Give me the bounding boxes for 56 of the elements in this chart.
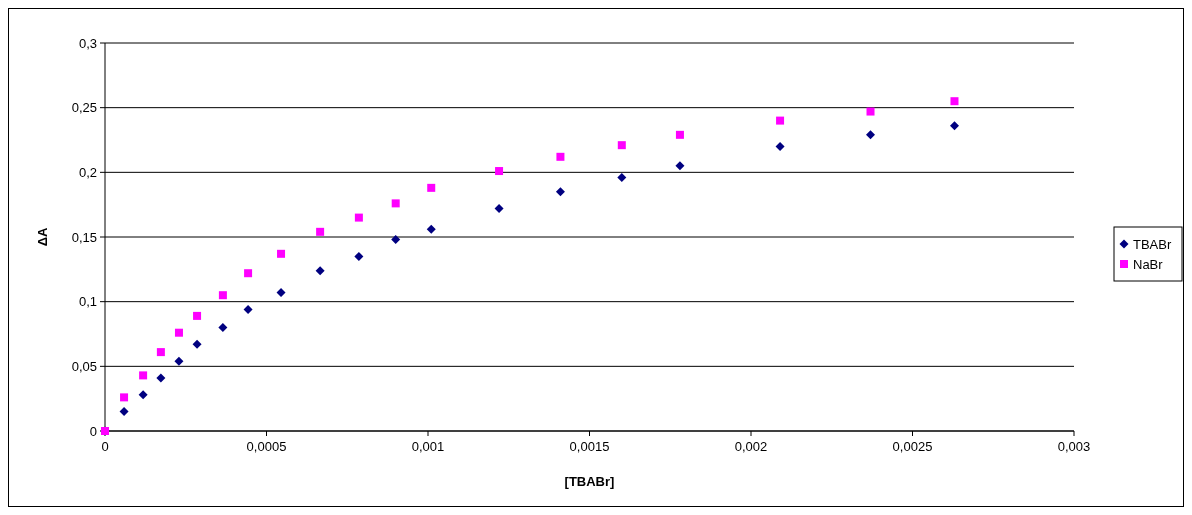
point (775, 141, 785, 151)
point (218, 291, 227, 300)
point (354, 251, 364, 261)
point (174, 328, 183, 337)
point (276, 288, 286, 298)
point (675, 161, 685, 171)
x-tick-label: 0,001 (411, 439, 445, 454)
point (426, 224, 436, 234)
x-tick-label: 0 (101, 439, 109, 454)
point (950, 97, 959, 106)
x-tick-label: 0,0005 (246, 439, 287, 454)
point (316, 227, 325, 236)
point (193, 311, 202, 320)
legend-label: TBABr (1133, 236, 1172, 252)
x-axis-title: [TBABr] (564, 474, 615, 489)
point (138, 390, 148, 400)
point (120, 393, 129, 402)
point (555, 187, 565, 197)
y-tick-label: 0,3 (78, 35, 97, 51)
point (391, 235, 401, 245)
point (776, 116, 785, 125)
point (949, 121, 959, 131)
y-tick-label: 0,25 (71, 100, 97, 116)
y-tick-label: 0,15 (71, 229, 97, 245)
point (243, 304, 253, 314)
y-tick-label: 0 (89, 423, 97, 439)
point (427, 183, 436, 192)
point (675, 130, 684, 139)
point (391, 199, 400, 208)
point (495, 167, 504, 176)
point (866, 107, 875, 116)
point (494, 204, 504, 214)
point (315, 266, 325, 276)
point (617, 173, 627, 183)
legend-label: NaBr (1133, 256, 1164, 272)
point (556, 152, 565, 161)
point (192, 339, 202, 349)
point (218, 323, 228, 333)
point (244, 269, 253, 278)
x-tick-label: 0,0025 (892, 439, 933, 454)
y-tick-label: 0,2 (78, 164, 97, 180)
y-axis-title: ΔA (35, 227, 50, 247)
point (277, 249, 286, 258)
point (119, 407, 129, 417)
x-tick-label: 0,0015 (569, 439, 610, 454)
x-tick-label: 0,002 (734, 439, 768, 454)
point (156, 373, 166, 383)
point (139, 371, 148, 380)
point (866, 130, 876, 140)
point (156, 348, 165, 357)
point (617, 141, 626, 150)
y-tick-label: 0,1 (78, 294, 97, 310)
point (174, 356, 184, 366)
x-tick-label: 0,003 (1057, 439, 1091, 454)
y-tick-label: 0,05 (71, 358, 97, 374)
point (354, 213, 363, 222)
